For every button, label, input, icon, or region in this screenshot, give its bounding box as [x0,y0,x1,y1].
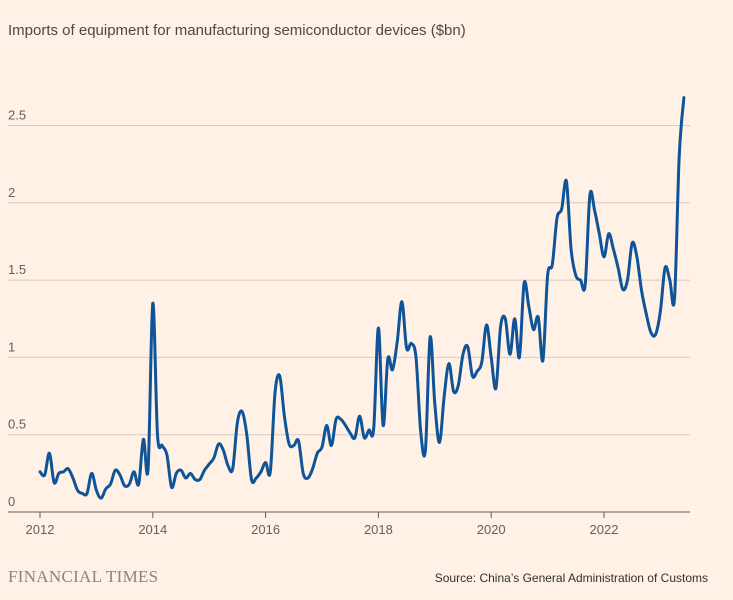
series-line [38,96,686,500]
y-tick-label: 1 [8,339,15,354]
x-tick-label: 2022 [590,522,619,537]
x-tick-label: 2012 [26,522,55,537]
y-tick-label: 1.5 [8,262,26,277]
x-tick-label: 2016 [251,522,280,537]
y-tick-label: 0 [8,494,15,509]
y-tick-label: 2.5 [8,108,26,123]
chart-title: Imports of equipment for manufacturing s… [8,22,466,39]
x-tick-label: 2020 [477,522,506,537]
y-tick-label: 2 [8,185,15,200]
y-tick-label: 0.5 [8,417,26,432]
x-tick-label: 2018 [364,522,393,537]
x-tick-label: 2014 [138,522,167,537]
source-note: Source: China’s General Administration o… [434,571,708,585]
ft-logo: FINANCIAL TIMES [8,567,159,586]
